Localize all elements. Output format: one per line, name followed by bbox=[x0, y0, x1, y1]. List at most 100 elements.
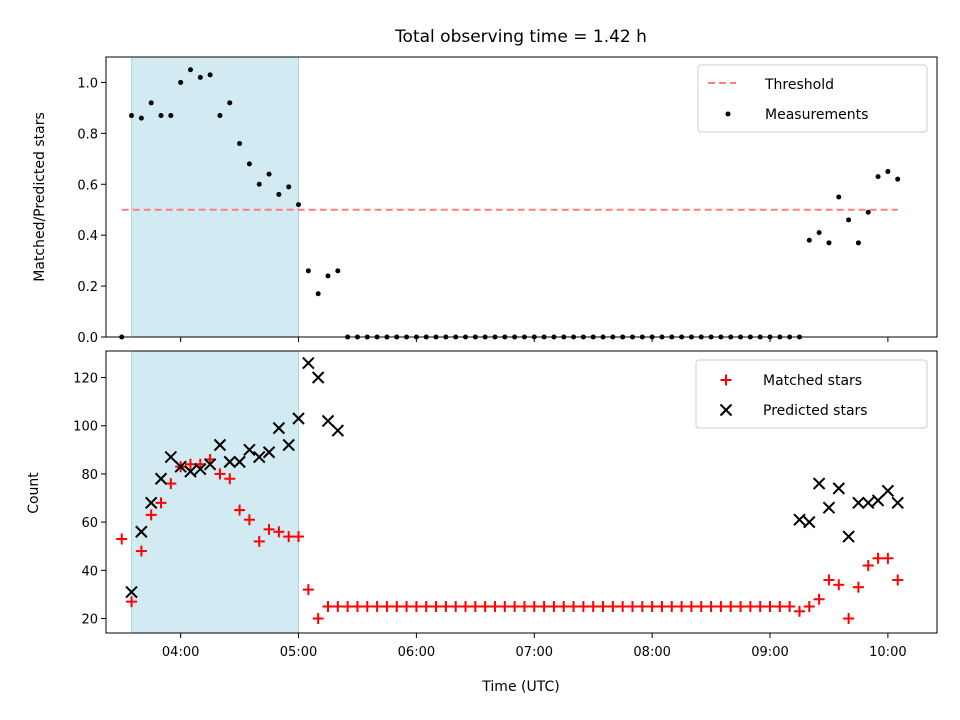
chart-title: Total observing time = 1.42 h bbox=[394, 27, 647, 47]
measurement-point bbox=[305, 268, 311, 274]
matched-star-point bbox=[126, 596, 138, 608]
predicted-star-point bbox=[154, 472, 168, 485]
predicted-star-point bbox=[253, 450, 266, 464]
matched-star-point bbox=[833, 579, 845, 591]
matched-star-point bbox=[518, 600, 530, 612]
measurement-point bbox=[129, 113, 135, 119]
top-y-tick-label: 1.0 bbox=[77, 76, 98, 91]
top-legend-box bbox=[697, 64, 928, 133]
predicted-star-point bbox=[862, 496, 875, 510]
bottom-x-tick-label: 08:00 bbox=[633, 645, 670, 660]
bottom-y-tick-label: 80 bbox=[81, 468, 98, 483]
matched-star-point bbox=[489, 600, 501, 612]
top-panel: 0.0 0.2 0.4 0.6 0.8 1.0 Matched/Predicted sta… bbox=[32, 56, 938, 346]
matched-star-point bbox=[882, 552, 894, 564]
measurement-point bbox=[325, 273, 331, 279]
top-legend: Threshold Measurements bbox=[697, 64, 928, 133]
bottom-frame bbox=[105, 350, 938, 634]
measurement-point bbox=[826, 240, 832, 246]
top-y-tick-label: 0.4 bbox=[77, 229, 98, 244]
matched-star-point bbox=[764, 600, 776, 612]
matched-star-point bbox=[715, 600, 727, 612]
matched-star-point bbox=[705, 600, 717, 612]
predicted-star-point bbox=[213, 438, 227, 452]
measurement-point bbox=[217, 113, 223, 119]
matched-star-point bbox=[646, 600, 658, 612]
predicted-star-point bbox=[871, 494, 885, 507]
measurement-point bbox=[335, 268, 341, 274]
matched-star-point bbox=[538, 600, 550, 612]
matched-star-point bbox=[528, 600, 540, 612]
matched-star-point bbox=[351, 600, 363, 612]
measurement-point bbox=[296, 202, 302, 208]
bottom-x-tick-label: 10:00 bbox=[869, 645, 906, 660]
predicted-star-point bbox=[321, 414, 335, 428]
measurement-point bbox=[865, 209, 871, 215]
predicted-star-point bbox=[184, 465, 197, 478]
matched-star-point bbox=[381, 600, 393, 612]
matched-star-point bbox=[803, 600, 815, 612]
matched-star-point bbox=[548, 600, 560, 612]
matched-star-point bbox=[410, 600, 422, 612]
predicted-star-point bbox=[194, 462, 207, 476]
measurement-point bbox=[178, 79, 184, 85]
matched-star-point bbox=[499, 600, 511, 612]
matched-star-point bbox=[735, 600, 747, 612]
predicted-star-point bbox=[331, 424, 345, 437]
top-y-axis-label: Matched/Predicted stars bbox=[32, 112, 48, 282]
measurement-point bbox=[256, 181, 262, 187]
matched-star-point bbox=[283, 531, 295, 543]
matched-star-point bbox=[666, 600, 678, 612]
matched-star-point bbox=[342, 600, 354, 612]
matched-star-point bbox=[793, 605, 805, 617]
matched-star-point bbox=[685, 600, 697, 612]
measurement-point bbox=[246, 161, 252, 167]
measurement-point bbox=[315, 291, 321, 297]
predicted-star-point bbox=[233, 455, 246, 469]
predicted-star-point bbox=[793, 513, 806, 526]
predicted-star-point bbox=[125, 585, 138, 599]
matched-star-point bbox=[234, 504, 246, 516]
bottom-x-tick-label: 07:00 bbox=[516, 645, 553, 660]
bottom-plot-area: 20 40 60 80 100 120 04:00 05:00 06:00 07:00 08:00 0… bbox=[73, 350, 938, 660]
predicted-star-point bbox=[135, 525, 148, 538]
matched-star-point bbox=[420, 600, 432, 612]
measurement-point bbox=[168, 113, 174, 119]
matched-star-point bbox=[509, 600, 521, 612]
predicted-star-point bbox=[311, 371, 325, 384]
predicted-star-point bbox=[881, 484, 895, 498]
bottom-x-tick-label: 05:00 bbox=[280, 645, 317, 660]
predicted-star-point bbox=[812, 477, 826, 490]
matched-star-point bbox=[784, 600, 796, 612]
predicted-star-point bbox=[144, 496, 158, 510]
predicted-star-point bbox=[272, 421, 286, 435]
measurement-point bbox=[836, 194, 842, 200]
bottom-y-axis-label: Count bbox=[26, 472, 42, 514]
measurement-point bbox=[885, 169, 891, 175]
bottom-y-tick-label: 60 bbox=[81, 516, 98, 531]
measurement-point bbox=[266, 171, 272, 177]
matched-star-point bbox=[754, 600, 766, 612]
matched-star-point bbox=[224, 473, 236, 485]
legend-threshold-label: Threshold bbox=[764, 77, 834, 93]
measurement-point bbox=[875, 174, 881, 180]
top-plot-area: 0.0 0.2 0.4 0.6 0.8 1.0 bbox=[77, 56, 938, 346]
matched-star-point bbox=[597, 600, 609, 612]
matched-star-point bbox=[892, 574, 904, 586]
matched-star-point bbox=[135, 545, 147, 557]
predicted-star-point bbox=[302, 356, 315, 370]
matched-star-point bbox=[774, 600, 786, 612]
matched-star-point bbox=[577, 600, 589, 612]
matched-star-point bbox=[312, 613, 324, 625]
matched-star-point bbox=[293, 531, 305, 543]
measurement-point bbox=[148, 100, 154, 106]
matched-star-point bbox=[243, 514, 255, 526]
measurement-point bbox=[846, 217, 852, 223]
bottom-x-tick-label: 04:00 bbox=[162, 645, 199, 660]
matched-star-point bbox=[843, 613, 855, 625]
measurement-point bbox=[207, 72, 213, 78]
matched-star-point bbox=[253, 535, 265, 547]
matched-star-point bbox=[332, 600, 344, 612]
matched-star-point bbox=[862, 560, 874, 572]
